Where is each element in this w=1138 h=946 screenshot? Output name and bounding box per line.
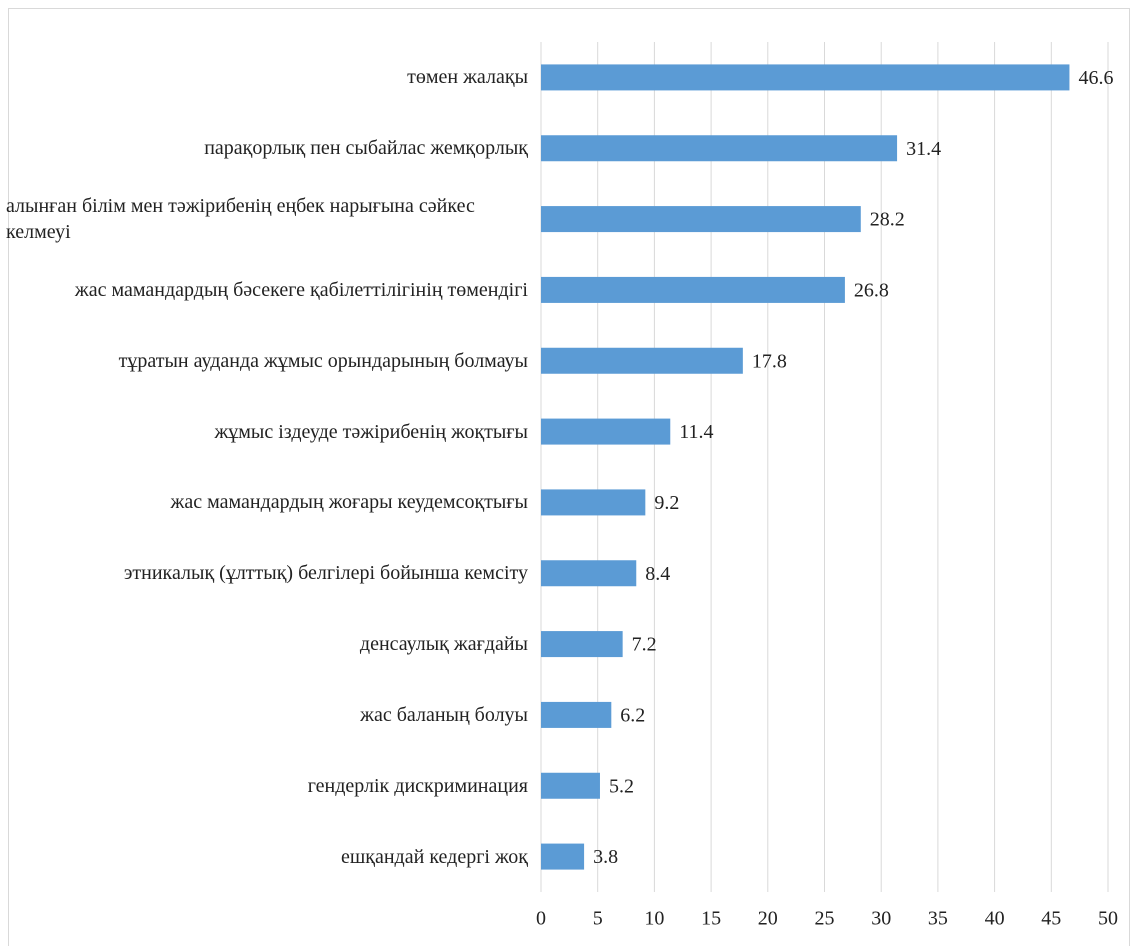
x-tick-label: 50 (1098, 908, 1118, 930)
category-label-wrap: төмен жалақы (3, 42, 528, 113)
x-tick-label: 25 (815, 908, 835, 930)
bar (541, 347, 743, 374)
value-label: 9.2 (654, 492, 679, 514)
category-label-box: этникалық (ұлттық) белгілері бойынша кем… (3, 538, 528, 609)
category-label: алынған білім мен тәжірибенің еңбек нары… (6, 195, 475, 244)
category-label: этникалық (ұлттық) белгілері бойынша кем… (123, 562, 528, 585)
value-label: 8.4 (645, 563, 670, 585)
category-label-wrap: тұратын ауданда жұмыс орындарының болмау… (3, 325, 528, 396)
bar (541, 135, 898, 162)
bar (541, 64, 1070, 91)
category-label-box: парақорлық пен сыбайлас жемқорлық (3, 113, 528, 184)
x-tick-label: 10 (644, 908, 664, 930)
x-tick-label: 40 (985, 908, 1005, 930)
bar (541, 631, 623, 658)
category-label: ешқандай кедергі жоқ (340, 845, 528, 868)
category-label-box: тұратын ауданда жұмыс орындарының болмау… (3, 325, 528, 396)
category-label: парақорлық пен сыбайлас жемқорлық (204, 137, 528, 160)
x-tick-label: 35 (928, 908, 948, 930)
value-label: 6.2 (620, 705, 645, 727)
bar (541, 560, 637, 587)
bar (541, 206, 861, 233)
bar (541, 489, 646, 516)
category-label: денсаулық жағдайы (359, 633, 528, 656)
category-label-wrap: этникалық (ұлттық) белгілері бойынша кем… (3, 538, 528, 609)
bar (541, 843, 585, 870)
value-label: 7.2 (632, 634, 657, 656)
category-label-wrap: ешқандай кедергі жоқ (3, 821, 528, 892)
category-label-wrap: жас баланың болуы (3, 680, 528, 751)
category-label: жас мамандардың жоғары кеудемсоқтығы (170, 491, 528, 514)
category-label: тұратын ауданда жұмыс орындарының болмау… (118, 349, 528, 372)
x-tick-label: 0 (536, 908, 546, 930)
category-label-box: жас мамандардың бәсекеге қабілеттілігіні… (3, 255, 528, 326)
bar (541, 701, 612, 728)
value-label: 31.4 (906, 138, 941, 160)
category-label-wrap: алынған білім мен тәжірибенің еңбек нары… (3, 184, 528, 255)
category-label-wrap: жас мамандардың жоғары кеудемсоқтығы (3, 467, 528, 538)
category-label-box: гендерлік дискриминация (3, 750, 528, 821)
category-label-box: денсаулық жағдайы (3, 609, 528, 680)
value-label: 5.2 (609, 775, 634, 797)
category-label-box: жас баланың болуы (3, 680, 528, 751)
category-label-wrap: гендерлік дискриминация (3, 750, 528, 821)
x-tick-label: 20 (758, 908, 778, 930)
x-tick-label: 5 (593, 908, 603, 930)
bar (541, 418, 671, 445)
x-tick-label: 15 (701, 908, 721, 930)
category-label: жас баланың болуы (360, 703, 528, 726)
category-label: төмен жалақы (407, 66, 528, 89)
category-label-box: алынған білім мен тәжірибенің еңбек нары… (3, 184, 528, 255)
category-label-wrap: жұмыс іздеуде тәжірибенің жоқтығы (3, 396, 528, 467)
category-label-box: ешқандай кедергі жоқ (3, 821, 528, 892)
bar (541, 772, 600, 799)
category-label: жұмыс іздеуде тәжірибенің жоқтығы (214, 420, 528, 443)
category-label-wrap: денсаулық жағдайы (3, 609, 528, 680)
value-label: 46.6 (1078, 67, 1113, 89)
value-label: 28.2 (870, 209, 905, 231)
value-label: 11.4 (679, 421, 713, 443)
category-label-box: жұмыс іздеуде тәжірибенің жоқтығы (3, 396, 528, 467)
value-label: 3.8 (593, 846, 618, 868)
value-label: 26.8 (854, 280, 889, 302)
category-label-box: төмен жалақы (3, 42, 528, 113)
x-tick-label: 30 (871, 908, 891, 930)
category-label: гендерлік дискриминация (307, 774, 528, 797)
category-label-wrap: жас мамандардың бәсекеге қабілеттілігіні… (3, 255, 528, 326)
bar (541, 276, 845, 303)
category-label-wrap: парақорлық пен сыбайлас жемқорлық (3, 113, 528, 184)
category-label-box: жас мамандардың жоғары кеудемсоқтығы (3, 467, 528, 538)
chart-frame (8, 8, 1130, 946)
value-label: 17.8 (752, 350, 787, 372)
category-label: жас мамандардың бәсекеге қабілеттілігіні… (74, 278, 528, 301)
x-tick-label: 45 (1041, 908, 1061, 930)
